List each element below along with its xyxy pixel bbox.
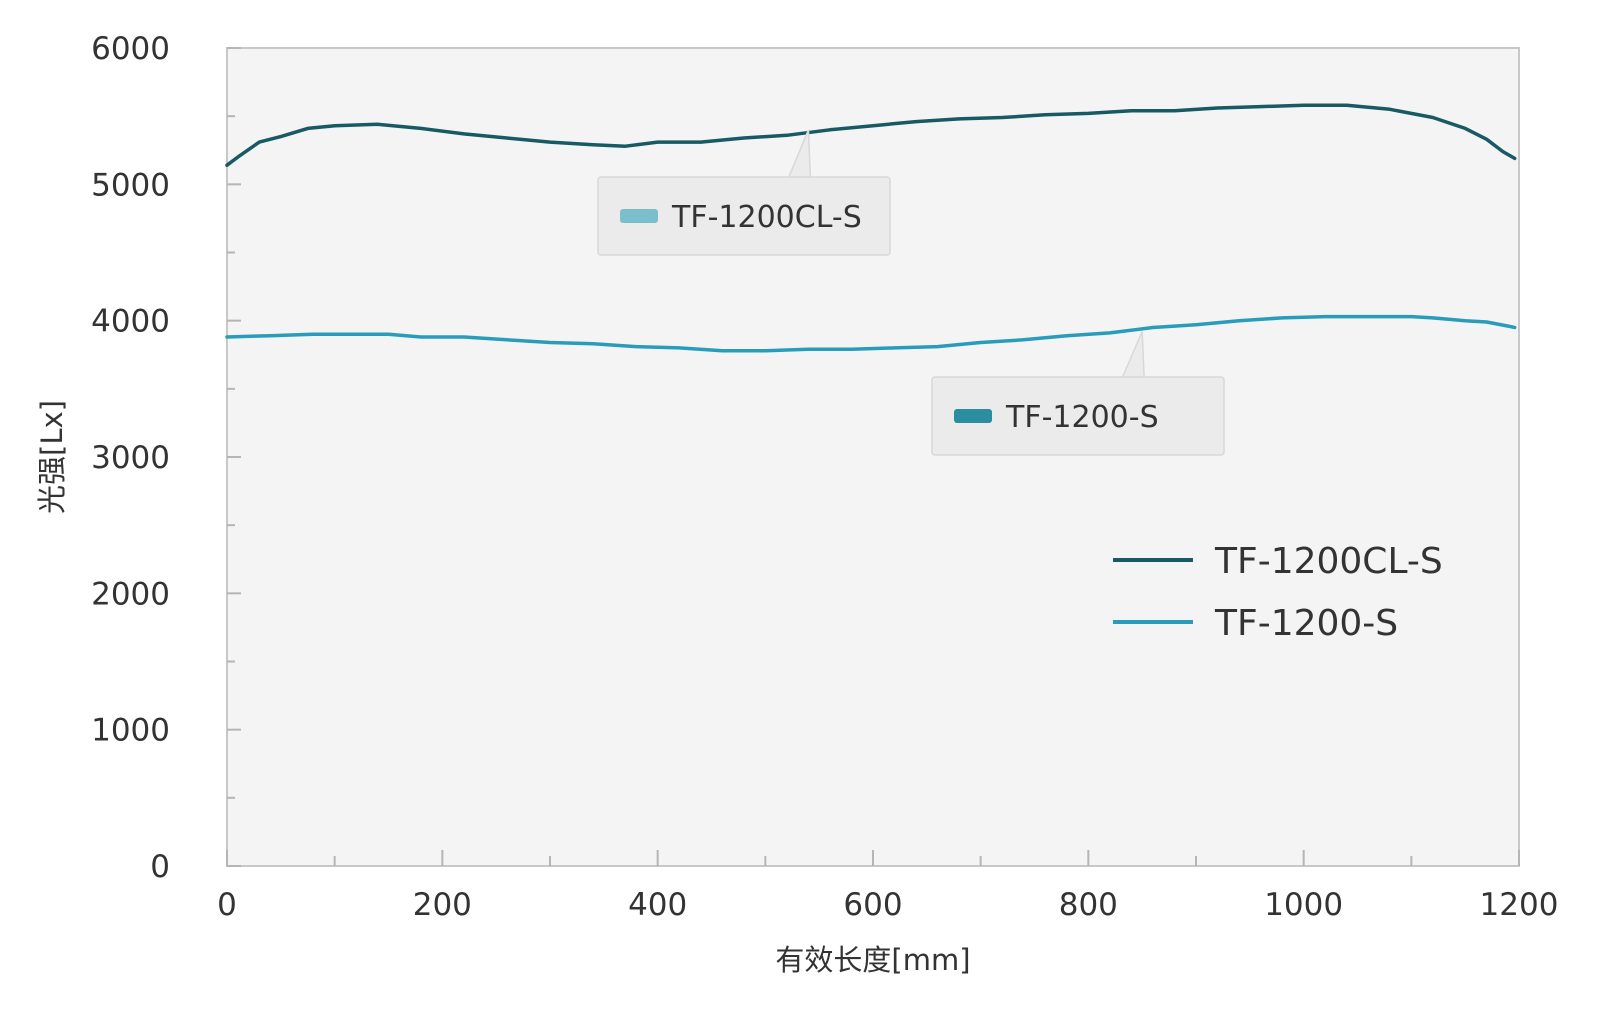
- series-line-tf-1200cl-s: [225, 103, 1517, 167]
- y-tick-label: 0: [150, 849, 170, 885]
- callout-label: TF-1200CL-S: [671, 200, 862, 235]
- x-tick-label: 200: [413, 887, 472, 923]
- x-tick-label: 0: [217, 887, 237, 923]
- y-axis-title: 光强[Lx]: [35, 400, 69, 514]
- x-tick-label: 600: [843, 887, 902, 923]
- legend-label: TF-1200-S: [1214, 603, 1398, 644]
- callout-box: [597, 176, 891, 256]
- series-line-tf-1200-s: [225, 314, 1517, 353]
- callout-swatch: [620, 209, 658, 223]
- y-axis-ticks: 0 1000 2000 3000 4000 5000 6000: [91, 31, 241, 885]
- x-axis-ticks: 0 200 400 600 800 1000 1200: [217, 850, 1558, 923]
- y-tick-label: 1000: [91, 713, 170, 749]
- y-tick-label: 3000: [91, 440, 170, 476]
- y-tick-label: 2000: [91, 576, 170, 612]
- y-tick-label: 6000: [91, 31, 170, 67]
- legend-label: TF-1200CL-S: [1214, 541, 1443, 582]
- callout-label: TF-1200-S: [1005, 400, 1159, 435]
- callout-box: [931, 376, 1225, 456]
- y-tick-label: 4000: [91, 304, 170, 340]
- x-tick-label: 1200: [1480, 887, 1559, 923]
- x-axis-title: 有效长度[mm]: [775, 943, 970, 977]
- x-tick-label: 400: [628, 887, 687, 923]
- series-lines: [225, 103, 1517, 353]
- plot-area: [226, 47, 1520, 867]
- callouts: TF-1200CL-S TF-1200-S: [597, 129, 1225, 456]
- y-tick-label: 5000: [91, 167, 170, 203]
- legend: TF-1200CL-S TF-1200-S: [1113, 541, 1443, 644]
- x-tick-label: 1000: [1264, 887, 1343, 923]
- callout-swatch: [954, 409, 992, 423]
- x-tick-label: 800: [1059, 887, 1118, 923]
